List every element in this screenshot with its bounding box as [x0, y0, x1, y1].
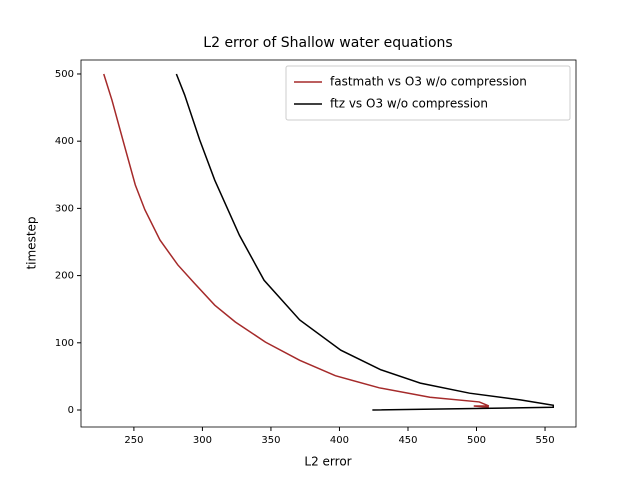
y-tick-label: 300: [55, 203, 74, 214]
x-tick-label: 450: [398, 435, 417, 446]
y-axis-label: timestep: [25, 216, 39, 269]
chart-title: L2 error of Shallow water equations: [203, 35, 452, 51]
x-tick-label: 350: [261, 435, 280, 446]
x-axis-label: L2 error: [304, 455, 351, 469]
x-tick-label: 400: [330, 435, 349, 446]
x-tick-label: 300: [193, 435, 212, 446]
legend-label: fastmath vs O3 w/o compression: [330, 75, 527, 89]
plot-frame: [80, 59, 577, 428]
x-tick-label: 250: [124, 435, 143, 446]
x-tick-label: 550: [535, 435, 554, 446]
y-tick-label: 100: [55, 338, 74, 349]
x-tick-label: 500: [467, 435, 486, 446]
y-tick-label: 400: [55, 136, 74, 147]
y-tick-label: 200: [55, 271, 74, 282]
series-line: [103, 73, 490, 409]
legend-label: ftz vs O3 w/o compression: [330, 97, 488, 111]
legend-box: [285, 65, 571, 121]
series-line: [175, 73, 555, 411]
y-tick-label: 0: [68, 405, 74, 416]
y-tick-label: 500: [55, 69, 74, 80]
